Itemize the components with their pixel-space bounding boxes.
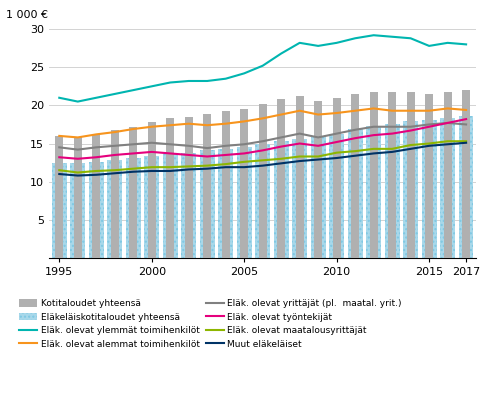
Bar xyxy=(129,127,137,258)
Bar xyxy=(292,139,307,258)
Bar xyxy=(274,141,289,258)
Bar xyxy=(332,98,341,258)
Bar xyxy=(148,122,156,258)
Bar xyxy=(259,104,267,258)
Bar xyxy=(443,92,452,258)
Text: 1 000 €: 1 000 € xyxy=(6,10,49,20)
Bar xyxy=(388,92,396,258)
Bar xyxy=(203,114,211,258)
Legend: Kotitaloudet yhteensä, Eläkeläiskotitaloudet yhteensä, Eläk. olevat ylemmät toim: Kotitaloudet yhteensä, Eläkeläiskotitalo… xyxy=(20,299,402,349)
Bar xyxy=(55,136,63,258)
Bar xyxy=(181,153,196,258)
Bar xyxy=(425,94,433,258)
Bar xyxy=(277,99,285,258)
Bar xyxy=(296,96,304,258)
Bar xyxy=(237,146,251,258)
Bar xyxy=(440,118,455,258)
Bar xyxy=(329,134,344,258)
Bar xyxy=(166,118,174,258)
Bar xyxy=(348,129,362,258)
Bar xyxy=(185,117,193,258)
Bar xyxy=(407,92,415,258)
Bar xyxy=(110,130,119,258)
Bar xyxy=(366,126,381,258)
Bar xyxy=(126,158,140,258)
Bar xyxy=(255,144,270,258)
Bar xyxy=(74,137,82,258)
Bar xyxy=(351,94,359,258)
Bar xyxy=(218,149,233,258)
Bar xyxy=(240,109,248,258)
Bar xyxy=(422,120,436,258)
Bar xyxy=(370,92,378,258)
Bar xyxy=(200,151,215,258)
Bar xyxy=(163,154,178,258)
Bar xyxy=(92,134,100,258)
Bar xyxy=(108,159,122,258)
Bar xyxy=(311,136,326,258)
Bar xyxy=(89,162,104,258)
Bar xyxy=(462,90,470,258)
Bar xyxy=(314,101,322,258)
Bar xyxy=(52,163,67,258)
Bar xyxy=(70,163,85,258)
Bar xyxy=(144,156,159,258)
Bar xyxy=(459,116,473,258)
Bar xyxy=(403,121,418,258)
Bar xyxy=(221,111,230,258)
Bar xyxy=(385,124,400,258)
